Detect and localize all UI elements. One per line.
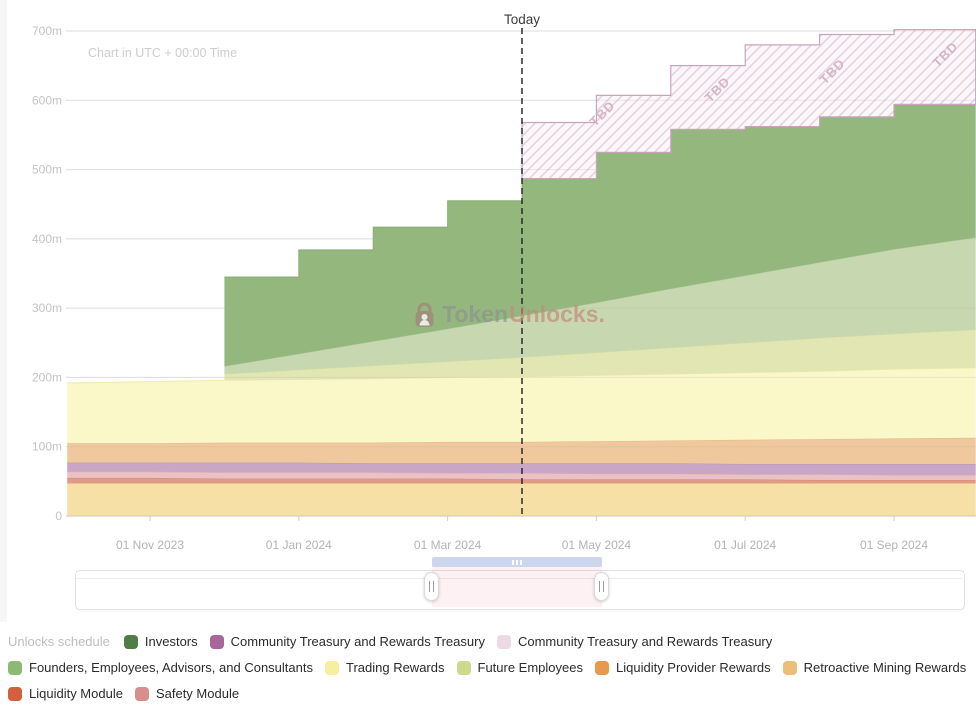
x-axis: 01 Nov 2023 01 Jan 2024 01 Mar 2024 01 May … — [116, 516, 928, 552]
navigator-drag-bar[interactable] — [432, 557, 602, 567]
legend-item-label: Liquidity Provider Rewards — [616, 660, 771, 675]
legend-item-label: Retroactive Mining Rewards — [803, 660, 967, 675]
watermark: Token Unlocks. — [412, 301, 605, 328]
legend-swatch-icon — [324, 660, 339, 675]
page-edge-strip — [0, 0, 7, 622]
legend-swatch-icon — [782, 660, 797, 675]
legend-item[interactable]: Future Employees — [456, 660, 584, 675]
unlocks-chart[interactable]: 0 100m 200m 300m 400m 500m 600m 700m 01 Nov 2023… — [0, 0, 976, 556]
grid-overlay — [66, 30, 976, 517]
legend-swatch-icon — [8, 686, 22, 701]
navigator-track[interactable] — [75, 570, 965, 610]
legend-item-label: Future Employees — [477, 660, 584, 675]
svg-text:600m: 600m — [32, 93, 62, 107]
legend-item[interactable]: Community Treasury and Rewards Treasury — [209, 634, 485, 649]
legend-swatch-icon — [8, 660, 22, 675]
navigator-baseline — [76, 578, 962, 579]
legend-item-label: Liquidity Module — [29, 686, 123, 701]
svg-text:01 Jan 2024: 01 Jan 2024 — [266, 538, 332, 552]
navigator-right-handle[interactable] — [594, 572, 609, 601]
legend-item-label: Trading Rewards — [345, 660, 445, 675]
svg-text:400m: 400m — [32, 232, 62, 246]
legend-swatch-icon — [595, 660, 609, 675]
drag-grip-icon — [512, 559, 522, 565]
svg-text:01 May 2024: 01 May 2024 — [562, 538, 632, 552]
legend-item-label: Community Treasury and Rewards Treasury — [517, 634, 773, 649]
watermark-token-text: Token — [442, 301, 509, 327]
legend-swatch-icon — [123, 634, 138, 649]
legend-item[interactable]: Investors — [123, 634, 198, 649]
legend-swatch-icon — [134, 686, 149, 701]
legend-item[interactable]: Liquidity Module — [8, 686, 123, 701]
lock-icon — [415, 302, 434, 327]
legend-item[interactable]: Founders, Employees, Advisors, and Consu… — [8, 660, 313, 675]
svg-text:01 Jul 2024: 01 Jul 2024 — [714, 538, 776, 552]
svg-text:01 Nov 2023: 01 Nov 2023 — [116, 538, 184, 552]
legend-swatch-icon — [456, 660, 471, 675]
legend-title: Unlocks schedule — [8, 634, 110, 649]
legend-item[interactable]: Community Treasury and Rewards Treasury — [496, 634, 773, 649]
legend-item[interactable]: Liquidity Provider Rewards — [595, 660, 771, 675]
svg-text:100m: 100m — [32, 440, 62, 454]
legend-item[interactable]: Retroactive Mining Rewards — [782, 660, 967, 675]
svg-text:500m: 500m — [32, 163, 62, 177]
timezone-note: Chart in UTC + 00:00 Time — [88, 46, 238, 60]
legend-swatch-icon — [496, 634, 511, 649]
navigator-left-handle[interactable] — [424, 572, 439, 601]
watermark-unlocks-text: Unlocks. — [509, 301, 605, 327]
legend-item-label: Investors — [144, 634, 198, 649]
svg-text:01 Sep 2024: 01 Sep 2024 — [860, 538, 928, 552]
legend: Unlocks schedule Investors Community Trea… — [8, 634, 970, 701]
legend-item-label: Community Treasury and Rewards Treasury — [230, 634, 485, 649]
today-label: Today — [503, 12, 541, 27]
svg-text:0: 0 — [55, 509, 62, 523]
svg-text:300m: 300m — [32, 301, 62, 315]
legend-item[interactable]: Safety Module — [134, 686, 240, 701]
legend-item-label: Founders, Employees, Advisors, and Consu… — [29, 660, 313, 675]
svg-text:200m: 200m — [32, 370, 62, 384]
svg-text:01 Mar 2024: 01 Mar 2024 — [414, 538, 482, 552]
legend-item[interactable]: Trading Rewards — [324, 660, 445, 675]
legend-swatch-icon — [209, 634, 224, 649]
legend-item-label: Safety Module — [155, 686, 240, 701]
y-axis-labels: 0 100m 200m 300m 400m 500m 600m 700m — [32, 24, 62, 523]
svg-text:700m: 700m — [32, 24, 62, 38]
